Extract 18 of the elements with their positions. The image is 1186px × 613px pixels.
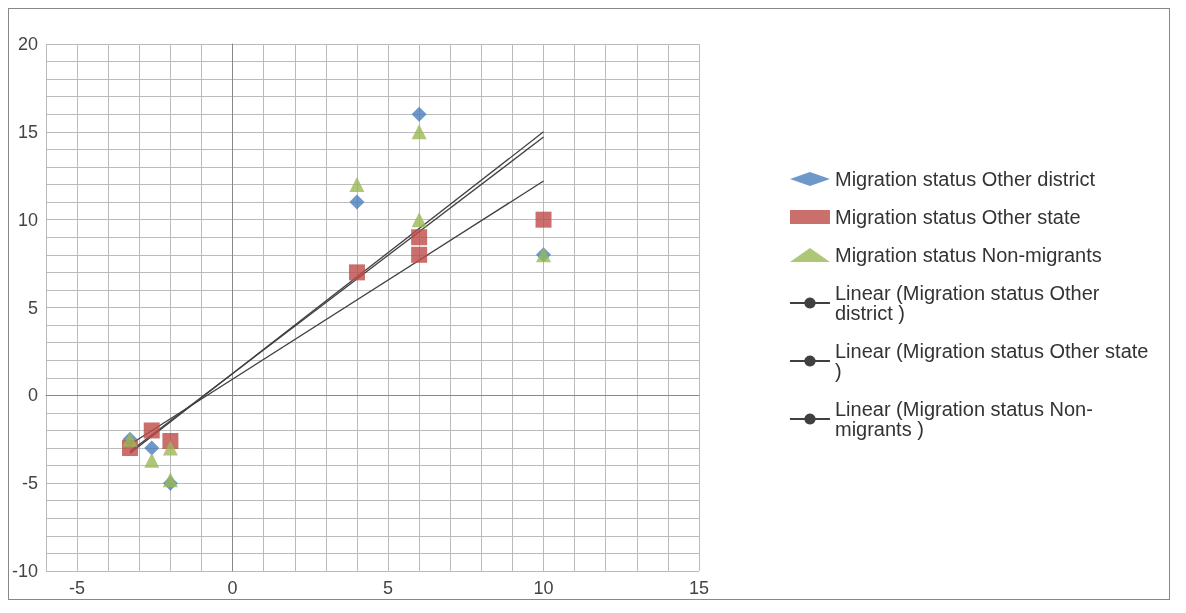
- y-tick-label: 5: [28, 297, 39, 318]
- legend-label: Migration status Other district: [834, 168, 1096, 190]
- x-tick-label: 0: [227, 578, 238, 598]
- x-tick-label: 15: [688, 578, 710, 598]
- y-tick-label: 0: [28, 385, 39, 406]
- x-tick-label: 5: [383, 578, 394, 598]
- y-tick-label: 10: [17, 209, 39, 230]
- legend-label: Migration status Other state: [834, 206, 1081, 228]
- legend-label: Migration status Non-migrants: [834, 244, 1102, 266]
- legend-label: Linear (Migration status Non- migrants ): [834, 398, 1099, 440]
- legend-label: Linear (Migration status Other state ): [834, 340, 1155, 382]
- x-tick-label: -5: [69, 578, 86, 598]
- y-tick-label: -10: [12, 561, 39, 581]
- y-tick-label: 15: [17, 121, 39, 142]
- y-tick-label: -5: [22, 473, 39, 494]
- x-tick-label: 10: [533, 578, 554, 598]
- y-tick-label: 20: [17, 34, 39, 54]
- legend-label: Linear (Migration status Other district ): [834, 282, 1106, 324]
